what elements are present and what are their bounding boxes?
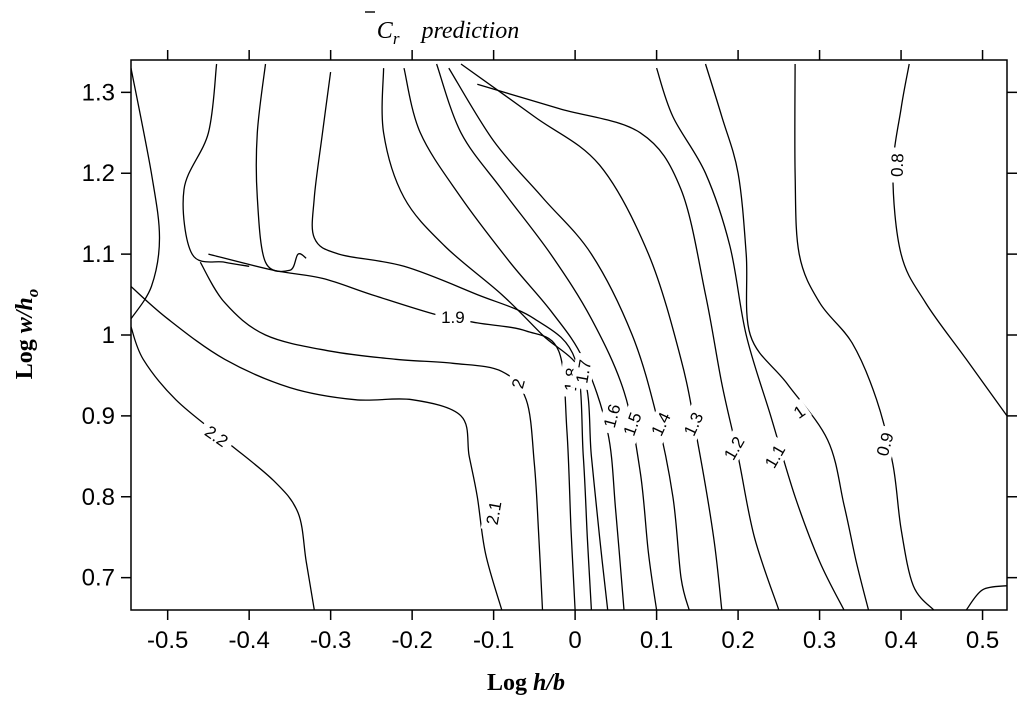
x-tick-label: -0.1 bbox=[473, 627, 514, 654]
contour-line-1.9 bbox=[208, 253, 576, 610]
contour-label-bg bbox=[570, 352, 597, 391]
contour-label-group: 1.6 bbox=[597, 396, 626, 436]
x-tick-label: 0.2 bbox=[721, 627, 754, 654]
contour-label-2.1: 2.1 bbox=[483, 500, 506, 527]
contour-label-bg bbox=[196, 417, 237, 455]
contour-line-1 bbox=[704, 63, 870, 610]
y-tick-label: 0.7 bbox=[82, 565, 115, 592]
contour-label-0.9: 0.9 bbox=[873, 430, 897, 458]
x-tick-label: -0.4 bbox=[228, 627, 269, 654]
y-tick-label: 0.9 bbox=[82, 403, 115, 430]
contour-line-extra-0 bbox=[131, 67, 161, 320]
contour-line-1.5 bbox=[435, 63, 658, 610]
contour-line-1.8 bbox=[311, 72, 593, 610]
contour-label-bg bbox=[435, 307, 471, 328]
y-tick-label: 0.8 bbox=[82, 484, 115, 511]
contour-label-group: 1.9 bbox=[435, 307, 471, 328]
contour-label-group: 0.9 bbox=[870, 424, 899, 464]
contour-label-bg bbox=[757, 436, 793, 477]
contour-line-0.9 bbox=[794, 63, 935, 610]
contour-label-bg bbox=[716, 428, 752, 469]
chart-title: Cr prediction bbox=[377, 18, 519, 48]
contour-label-bg bbox=[870, 424, 899, 464]
contour-label-1.9: 1.9 bbox=[441, 308, 465, 327]
contour-line-1.7 bbox=[381, 68, 609, 610]
contour-group bbox=[131, 63, 1007, 610]
contour-label-bg bbox=[676, 403, 710, 445]
contour-label-group: 2.1 bbox=[480, 493, 507, 532]
contour-line-1.6 bbox=[403, 67, 625, 610]
contour-label-bg bbox=[886, 147, 908, 183]
x-tick-label: -0.5 bbox=[147, 627, 188, 654]
contour-label-1.6: 1.6 bbox=[600, 402, 624, 430]
x-tick-label: 0 bbox=[568, 627, 581, 654]
contour-label-group: 0.8 bbox=[886, 147, 908, 183]
x-tick-label: 0.5 bbox=[966, 627, 999, 654]
y-tick-label: 1.3 bbox=[82, 79, 115, 106]
x-tick-label: -0.2 bbox=[391, 627, 432, 654]
contour-line-1.2 bbox=[477, 83, 780, 610]
contour-line-1.4 bbox=[448, 67, 690, 610]
contour-line-extra-3 bbox=[965, 585, 1007, 610]
plot-area: 2.22.121.91.81.71.61.5 1.4 1.31.2 1.110.90.… bbox=[82, 50, 1017, 654]
contour-line-extra-2 bbox=[255, 63, 307, 273]
contour-label-group: 1.2 bbox=[716, 428, 752, 469]
contour-label-bg bbox=[506, 372, 530, 395]
contour-label-group: 1.7 bbox=[570, 352, 597, 391]
x-tick-label: -0.3 bbox=[310, 627, 351, 654]
contour-label-1.7: 1.7 bbox=[572, 358, 595, 385]
y-tick-label: 1.2 bbox=[82, 160, 115, 187]
contour-line-2 bbox=[199, 261, 544, 610]
contour-line-0.8 bbox=[892, 63, 1007, 417]
y-tick-label: 1.1 bbox=[82, 241, 115, 268]
contour-labels: 2.22.121.91.81.71.61.5 1.4 1.31.2 1.110.90.… bbox=[196, 147, 908, 532]
contour-line-2.1 bbox=[131, 286, 503, 610]
contour-label-group: 2 bbox=[506, 372, 530, 395]
x-tick-label: 0.3 bbox=[803, 627, 836, 654]
contour-label-bg bbox=[644, 403, 678, 445]
y-tick-label: 1 bbox=[102, 322, 115, 349]
x-axis-label: Log h/b bbox=[487, 670, 565, 696]
contour-line-2.2 bbox=[131, 326, 315, 610]
contour-label-bg bbox=[597, 396, 626, 436]
contour-label-group: 1.3 bbox=[676, 403, 710, 445]
contour-label-bg bbox=[786, 398, 812, 425]
contour-label-group: 1.4 bbox=[644, 403, 678, 445]
title-symbol: C bbox=[377, 18, 394, 44]
y-axis-label: Log w/ho bbox=[12, 289, 42, 380]
contour-label-0.8: 0.8 bbox=[888, 153, 908, 177]
x-tick-label: 0.4 bbox=[884, 627, 917, 654]
contour-label-bg bbox=[480, 493, 507, 532]
x-tick-label: 0.1 bbox=[640, 627, 673, 654]
contour-label-group: 1 bbox=[786, 398, 812, 425]
contour-label-bg bbox=[616, 404, 648, 444]
contour-line-extra-1 bbox=[182, 63, 250, 267]
contour-line-1.3 bbox=[460, 63, 723, 610]
contour-line-1.1 bbox=[655, 67, 845, 610]
